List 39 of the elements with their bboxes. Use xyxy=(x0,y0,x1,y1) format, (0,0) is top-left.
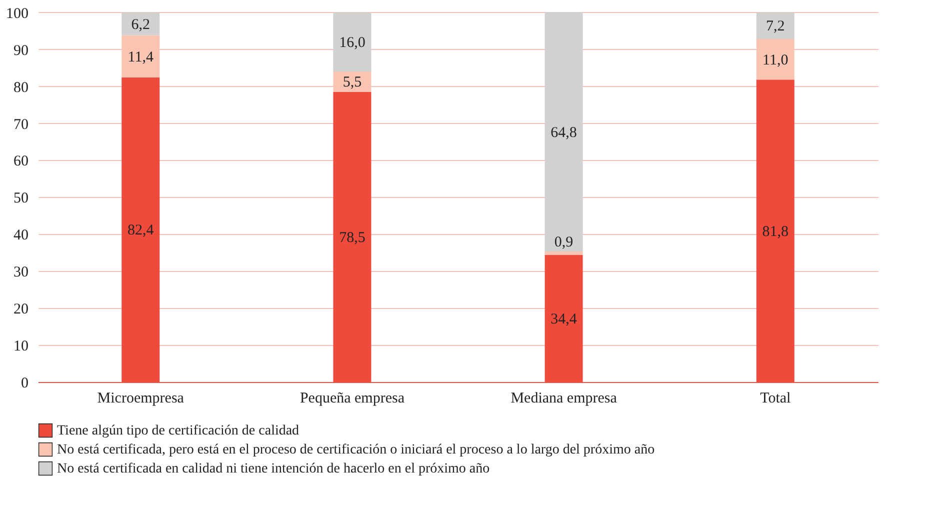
data-label: 6,2 xyxy=(131,16,150,33)
data-label: 0,9 xyxy=(554,234,574,251)
data-label: 34,4 xyxy=(550,311,578,328)
data-label: 11,0 xyxy=(762,52,788,68)
y-tick-label: 20 xyxy=(14,302,28,318)
y-tick-label: 50 xyxy=(14,190,28,207)
bar xyxy=(756,80,794,382)
x-tick-label: Total xyxy=(760,390,791,406)
x-tick-label: Pequeña empresa xyxy=(300,390,405,406)
bar xyxy=(544,254,583,382)
data-label: 16,0 xyxy=(339,34,366,51)
y-tick-label: 80 xyxy=(14,80,28,96)
bar xyxy=(333,92,372,382)
x-tick-label: Mediana empresa xyxy=(510,390,618,406)
legend-label: No está certificada, pero está en el proceso de certificación o iniciará el proceso a lo largo del próximo año xyxy=(57,442,655,458)
y-tick-label: 100 xyxy=(6,6,28,22)
data-label: 11,4 xyxy=(128,49,154,66)
bar xyxy=(333,12,372,72)
y-tick-label: 10 xyxy=(14,338,28,355)
y-tick-label: 90 xyxy=(14,42,28,59)
data-label: 81,8 xyxy=(762,224,789,240)
data-label: 82,4 xyxy=(127,222,154,239)
data-label: 7,2 xyxy=(766,18,785,35)
data-label: 5,5 xyxy=(342,74,362,91)
y-tick-label: 30 xyxy=(14,264,28,281)
y-tick-label: 70 xyxy=(14,116,28,133)
legend-label: Tiene algún tipo de certificación de calidad xyxy=(57,424,300,438)
bar xyxy=(544,252,583,255)
data-label: 64,8 xyxy=(550,124,577,141)
y-tick-label: 60 xyxy=(14,154,28,170)
legend-label: No está certificada en calidad ni tiene intención de hacerlo en el próximo año xyxy=(57,462,490,476)
x-tick-label: Microempresa xyxy=(97,390,184,406)
bar xyxy=(756,12,794,39)
bar xyxy=(122,12,160,36)
y-tick-label: 40 xyxy=(14,228,28,244)
bar xyxy=(544,12,583,252)
data-label: 78,5 xyxy=(339,230,366,246)
bar xyxy=(122,77,160,382)
y-tick-label: 0 xyxy=(21,376,28,392)
